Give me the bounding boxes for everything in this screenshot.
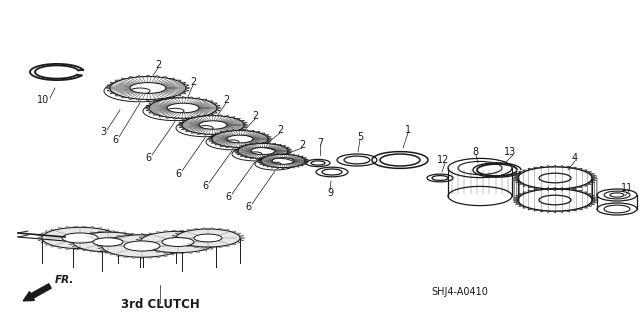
Text: 5: 5	[357, 132, 363, 142]
Text: 9: 9	[327, 188, 333, 198]
Text: 10: 10	[37, 95, 49, 105]
Text: 2: 2	[299, 140, 305, 150]
Ellipse shape	[140, 231, 216, 253]
Text: 3rd CLUTCH: 3rd CLUTCH	[120, 298, 200, 311]
Ellipse shape	[176, 229, 240, 247]
Ellipse shape	[194, 234, 222, 242]
Text: 4: 4	[572, 153, 578, 163]
Ellipse shape	[73, 232, 143, 252]
FancyArrow shape	[23, 284, 51, 301]
Text: 2: 2	[223, 95, 229, 105]
Text: 6: 6	[245, 202, 251, 212]
Text: 11: 11	[621, 183, 633, 193]
Text: 2: 2	[252, 111, 258, 121]
Text: 7: 7	[317, 138, 323, 148]
Text: 12: 12	[437, 155, 449, 165]
Text: FR.: FR.	[55, 275, 74, 285]
Polygon shape	[182, 116, 244, 134]
Polygon shape	[110, 77, 186, 100]
Text: 2: 2	[277, 125, 283, 135]
Text: 6: 6	[145, 153, 151, 163]
Text: 1: 1	[405, 125, 411, 135]
Ellipse shape	[93, 238, 123, 246]
Text: 2: 2	[155, 60, 161, 70]
Text: 8: 8	[472, 147, 478, 157]
Polygon shape	[261, 154, 305, 167]
Ellipse shape	[42, 227, 118, 249]
Polygon shape	[232, 147, 278, 161]
Polygon shape	[149, 98, 217, 118]
Polygon shape	[176, 119, 234, 137]
Text: 6: 6	[175, 169, 181, 179]
Text: SHJ4-A0410: SHJ4-A0410	[431, 287, 488, 297]
Ellipse shape	[102, 235, 182, 257]
Polygon shape	[143, 101, 207, 121]
Polygon shape	[212, 130, 268, 147]
Text: 6: 6	[112, 135, 118, 145]
Ellipse shape	[62, 233, 98, 243]
Polygon shape	[238, 144, 288, 159]
Text: 3: 3	[100, 127, 106, 137]
Text: 2: 2	[190, 77, 196, 87]
Ellipse shape	[162, 238, 194, 247]
Polygon shape	[255, 158, 295, 170]
Ellipse shape	[124, 241, 160, 251]
Polygon shape	[104, 80, 176, 102]
Polygon shape	[206, 134, 258, 150]
Text: 6: 6	[202, 181, 208, 191]
Text: 6: 6	[225, 192, 231, 202]
Text: 13: 13	[504, 147, 516, 157]
